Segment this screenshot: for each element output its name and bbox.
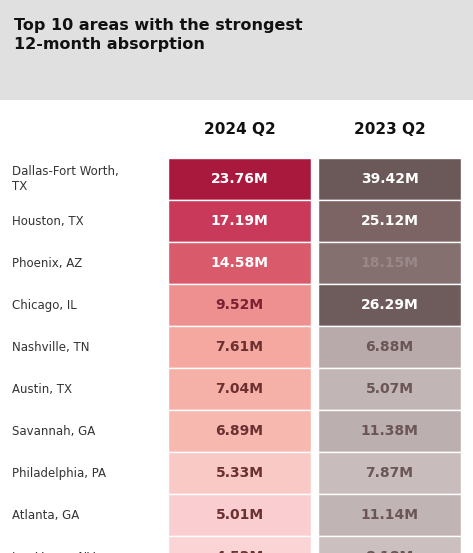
- Text: 5.01M: 5.01M: [215, 508, 263, 522]
- Text: Savannah, GA: Savannah, GA: [12, 425, 95, 437]
- Text: Top 10 areas with the strongest
12-month absorption: Top 10 areas with the strongest 12-month…: [14, 18, 303, 52]
- Text: 17.19M: 17.19M: [210, 214, 268, 228]
- Text: Philadelphia, PA: Philadelphia, PA: [12, 467, 106, 479]
- Text: 6.89M: 6.89M: [216, 424, 263, 438]
- Text: Nashville, TN: Nashville, TN: [12, 341, 89, 353]
- Text: Las Vegas, NV: Las Vegas, NV: [12, 550, 95, 553]
- Text: 11.14M: 11.14M: [360, 508, 419, 522]
- Text: Houston, TX: Houston, TX: [12, 215, 84, 227]
- Bar: [168, 494, 311, 536]
- Text: 2023 Q2: 2023 Q2: [354, 123, 425, 138]
- Text: Atlanta, GA: Atlanta, GA: [12, 509, 79, 521]
- Text: 4.52M: 4.52M: [215, 550, 263, 553]
- Bar: [318, 368, 461, 410]
- Bar: [318, 242, 461, 284]
- Text: 7.87M: 7.87M: [366, 466, 413, 480]
- Bar: [168, 410, 311, 452]
- Text: 26.29M: 26.29M: [360, 298, 419, 312]
- Bar: [318, 452, 461, 494]
- Bar: [168, 326, 311, 368]
- Bar: [168, 158, 311, 200]
- Text: 2024 Q2: 2024 Q2: [203, 123, 275, 138]
- Bar: [318, 284, 461, 326]
- Text: 7.61M: 7.61M: [216, 340, 263, 354]
- Text: 23.76M: 23.76M: [210, 172, 268, 186]
- Bar: [318, 536, 461, 553]
- Text: 9.52M: 9.52M: [215, 298, 263, 312]
- Text: Austin, TX: Austin, TX: [12, 383, 72, 395]
- Bar: [168, 452, 311, 494]
- Text: Chicago, IL: Chicago, IL: [12, 299, 77, 311]
- Bar: [168, 536, 311, 553]
- Text: 7.04M: 7.04M: [216, 382, 263, 396]
- Bar: [0, 0, 473, 100]
- Bar: [318, 158, 461, 200]
- Text: 11.38M: 11.38M: [360, 424, 419, 438]
- Text: 14.58M: 14.58M: [210, 256, 269, 270]
- Text: 8.18M: 8.18M: [365, 550, 413, 553]
- Bar: [168, 284, 311, 326]
- Text: Phoenix, AZ: Phoenix, AZ: [12, 257, 82, 269]
- Bar: [318, 494, 461, 536]
- Bar: [318, 326, 461, 368]
- Text: 5.33M: 5.33M: [216, 466, 263, 480]
- Bar: [168, 368, 311, 410]
- Text: 18.15M: 18.15M: [360, 256, 419, 270]
- Bar: [318, 200, 461, 242]
- Text: 5.07M: 5.07M: [366, 382, 413, 396]
- Text: 39.42M: 39.42M: [360, 172, 419, 186]
- Text: 25.12M: 25.12M: [360, 214, 419, 228]
- Bar: [168, 242, 311, 284]
- Bar: [168, 200, 311, 242]
- Text: Dallas-Fort Worth,
TX: Dallas-Fort Worth, TX: [12, 165, 119, 193]
- Bar: [318, 410, 461, 452]
- Text: 6.88M: 6.88M: [366, 340, 413, 354]
